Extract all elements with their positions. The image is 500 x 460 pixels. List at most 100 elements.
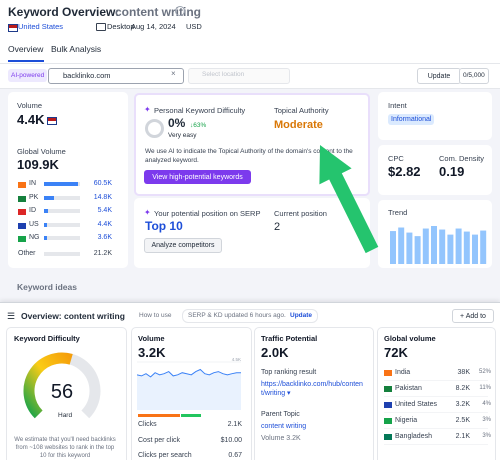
country-code: IN (29, 180, 36, 187)
trend-label: Trend (388, 208, 408, 217)
country-bar (44, 209, 48, 213)
country-value: 4.4K (97, 220, 112, 228)
tab-underline (8, 60, 44, 62)
country-bar (44, 182, 78, 186)
serp-label: Your potential position on SERP (154, 209, 261, 218)
country-share: 3% (482, 433, 491, 439)
metric-value: 0.67 (228, 452, 242, 459)
pkd-change: ↓63% (190, 122, 207, 129)
trend-bar (472, 234, 478, 264)
country-bar-bg (44, 209, 80, 213)
pkd-rating: Very easy (168, 132, 197, 139)
ta-label: Topical Authority (274, 106, 329, 115)
split-bar-1 (138, 414, 180, 417)
view-keywords-button[interactable]: View high-potential keywords (144, 170, 251, 184)
country-volume: 2.5K (455, 417, 470, 424)
metric-label: Clicks (138, 421, 157, 428)
trend-bar (431, 226, 437, 264)
device[interactable]: Desktop (107, 22, 135, 31)
global-volume-value: 109.9K (17, 157, 59, 172)
country-share: 52% (478, 369, 491, 375)
density-value: 0.19 (439, 164, 465, 179)
country-share: 3% (482, 417, 491, 423)
currency[interactable]: USD (186, 22, 202, 31)
country-flag (18, 182, 26, 188)
flag-us (8, 24, 18, 32)
status-pill (182, 309, 318, 323)
domain-input[interactable] (48, 68, 184, 84)
location-placeholder: Select location (202, 71, 245, 78)
country-flag (384, 434, 392, 440)
country-bar (44, 236, 47, 240)
intent-label: Intent (388, 101, 407, 110)
kd-note: We estimate that you'll need backlinks f… (14, 437, 116, 459)
country-volume: 2.1K (455, 433, 470, 440)
panel-title: Overview: content writing (21, 311, 125, 321)
location-select[interactable] (188, 68, 290, 84)
country-flag (384, 386, 392, 392)
how-to-use[interactable]: How to use (139, 312, 172, 319)
device-icon (96, 23, 106, 31)
add-to-label: + Add to (460, 312, 486, 320)
date[interactable]: Aug 14, 2024 (131, 22, 176, 31)
trend-bar (398, 227, 405, 264)
domain-value: backlinko.com (63, 71, 111, 80)
country-bar-bg (44, 222, 80, 227)
country-bar (44, 195, 54, 200)
parent-topic[interactable]: content writing (261, 423, 307, 430)
trend-bar (439, 229, 446, 264)
serp-value: Top 10 (145, 219, 183, 233)
metric-value: 2.1K (227, 421, 242, 428)
kd-value: 56 (51, 381, 73, 403)
top-result-url[interactable]: https://backlinko.com/hub/content/writin… (261, 381, 363, 397)
country-volume: 3.2K (455, 401, 470, 408)
trend-bar (447, 234, 454, 264)
country-code: ID (29, 207, 36, 214)
tab-bulk[interactable]: Bulk Analysis (51, 44, 102, 54)
page-title: Keyword Overview: (8, 5, 120, 19)
country-select[interactable]: United States (18, 22, 64, 31)
country-share: 4% (482, 401, 491, 407)
country-name: Nigeria (395, 417, 418, 424)
metric-value: $10.00 (220, 436, 242, 444)
tab-overview[interactable]: Overview (8, 44, 44, 54)
volume-flag (47, 117, 57, 125)
current-value: 2 (274, 221, 281, 233)
country-share: 11% (479, 385, 491, 391)
country-flag (18, 236, 26, 242)
global-volume-label: Global Volume (17, 147, 66, 156)
row-rule (384, 396, 488, 397)
sparkle-2: ✦ (144, 208, 151, 217)
country-flag (18, 195, 26, 202)
volume-label: Volume (17, 101, 43, 110)
add-icon[interactable] (175, 6, 185, 16)
country-code: NG (29, 234, 40, 241)
country-bar (44, 222, 47, 227)
country-name: United States (395, 401, 438, 408)
kd-label: Keyword Difficulty (14, 334, 80, 343)
top-result-label: Top ranking result (261, 369, 317, 376)
clear-icon[interactable]: × (171, 69, 176, 78)
add-to-button[interactable]: + Add to (452, 309, 494, 323)
country-value: 5.4K (97, 207, 112, 214)
status-update[interactable]: Update (290, 312, 313, 319)
serp-card (134, 198, 370, 268)
country-code: US (29, 220, 39, 228)
metric-label: Cost per click (138, 436, 181, 444)
status-text: SERP & KD updated 6 hours ago. (188, 312, 286, 319)
analyze-label: Analyze competitors (151, 242, 215, 249)
global-card (377, 327, 496, 460)
trend-bar (414, 236, 421, 264)
other-bar (44, 252, 80, 256)
parent-topic-label: Parent Topic (261, 411, 300, 418)
parent-volume: Volume 3.2K (261, 435, 301, 442)
country-bar-bg (44, 195, 80, 200)
country-flag (384, 370, 392, 376)
analyze-button[interactable]: Analyze competitors (144, 238, 222, 253)
country-name: Bangladesh (395, 433, 432, 440)
volume-value: 4.4K (17, 112, 45, 127)
country-value: 14.8K (93, 193, 112, 201)
trend-bar (422, 228, 429, 264)
menu-icon[interactable]: ☰ (7, 311, 16, 321)
